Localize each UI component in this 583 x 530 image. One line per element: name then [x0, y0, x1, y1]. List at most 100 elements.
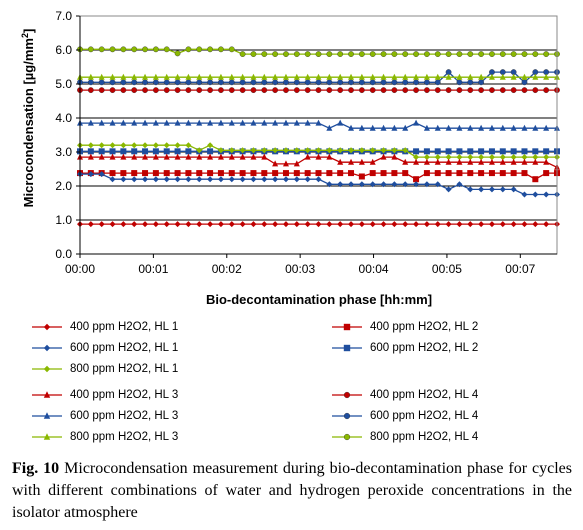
data-point	[228, 87, 235, 94]
data-point	[43, 365, 51, 373]
data-point	[402, 170, 409, 177]
data-point	[163, 221, 170, 228]
data-point	[445, 51, 452, 57]
data-point	[348, 51, 354, 57]
data-point	[337, 119, 344, 126]
data-point	[413, 176, 420, 183]
data-point	[261, 73, 268, 80]
data-point	[413, 181, 420, 188]
data-point	[510, 51, 517, 57]
data-point	[380, 51, 387, 57]
data-point	[423, 124, 430, 131]
data-point	[131, 119, 138, 126]
data-point	[142, 87, 148, 94]
data-point	[207, 87, 213, 94]
data-point	[358, 181, 365, 188]
data-point	[434, 181, 441, 188]
data-point	[304, 170, 311, 177]
data-point	[109, 221, 116, 228]
y-tick-label: 1.0	[55, 213, 72, 227]
legend-item: 400 ppm H2O2, HL 1	[30, 321, 178, 333]
data-point	[196, 73, 203, 80]
data-point	[185, 170, 192, 177]
data-point	[543, 158, 550, 165]
data-point	[467, 158, 474, 165]
data-point	[467, 154, 474, 161]
data-point	[499, 186, 506, 193]
data-point	[543, 170, 550, 177]
data-point	[120, 87, 127, 94]
data-point	[521, 191, 528, 198]
data-point	[478, 186, 485, 193]
series-600-ppm-h2o2-hl-1	[77, 171, 560, 198]
data-point	[282, 73, 289, 80]
data-point	[272, 87, 279, 94]
data-point	[272, 147, 279, 154]
data-point	[228, 73, 235, 80]
data-point	[174, 176, 181, 183]
data-point	[250, 73, 257, 80]
y-tick-label: 4.0	[55, 111, 72, 125]
data-point	[478, 170, 485, 177]
data-point	[174, 50, 181, 57]
data-point	[369, 147, 376, 154]
data-point	[293, 87, 300, 94]
data-point	[423, 148, 430, 155]
data-point	[445, 87, 452, 94]
series-800-ppm-h2o2-hl-4	[77, 46, 560, 57]
legend-label: 800 ppm H2O2, HL 3	[70, 431, 179, 443]
data-point	[402, 158, 409, 165]
y-tick-label: 0.0	[55, 247, 72, 261]
data-point	[228, 176, 235, 183]
legend-swatch	[32, 344, 62, 352]
data-point	[98, 87, 105, 94]
data-point	[348, 170, 355, 177]
data-point	[413, 158, 420, 165]
data-point	[499, 51, 506, 57]
data-point	[521, 170, 528, 177]
data-point	[532, 221, 539, 228]
series-800-ppm-h2o2-hl-3	[77, 73, 560, 80]
data-point	[120, 176, 127, 183]
data-point	[499, 73, 506, 80]
data-point	[467, 51, 474, 57]
data-point	[315, 73, 322, 80]
data-point	[261, 153, 268, 160]
data-point	[250, 51, 257, 57]
data-point	[532, 73, 539, 80]
data-point	[120, 119, 127, 126]
data-point	[391, 51, 398, 57]
data-point	[413, 73, 420, 80]
data-point	[261, 176, 268, 183]
legend-swatch	[332, 433, 362, 441]
data-point	[499, 170, 506, 177]
data-point	[239, 170, 246, 177]
data-point	[510, 87, 517, 94]
data-point	[174, 142, 181, 149]
data-point	[304, 79, 311, 86]
data-point	[315, 221, 322, 228]
data-point	[109, 87, 116, 94]
data-point	[488, 73, 495, 80]
data-point	[109, 142, 116, 149]
data-point	[445, 186, 452, 193]
series-group	[77, 46, 560, 228]
data-point	[380, 147, 387, 154]
data-point	[510, 186, 517, 193]
data-point	[510, 154, 517, 161]
data-point	[521, 158, 528, 165]
data-point	[402, 51, 409, 57]
data-point	[98, 142, 105, 149]
data-point	[543, 124, 550, 131]
data-point	[239, 51, 246, 57]
data-point	[391, 153, 398, 160]
data-point	[499, 154, 506, 161]
data-point	[369, 124, 376, 131]
data-point	[369, 73, 376, 80]
legend-label: 400 ppm H2O2, HL 4	[370, 389, 479, 401]
data-point	[131, 153, 138, 160]
data-point	[43, 391, 51, 398]
data-point	[261, 221, 268, 228]
data-point	[142, 170, 149, 177]
data-point	[272, 73, 279, 80]
